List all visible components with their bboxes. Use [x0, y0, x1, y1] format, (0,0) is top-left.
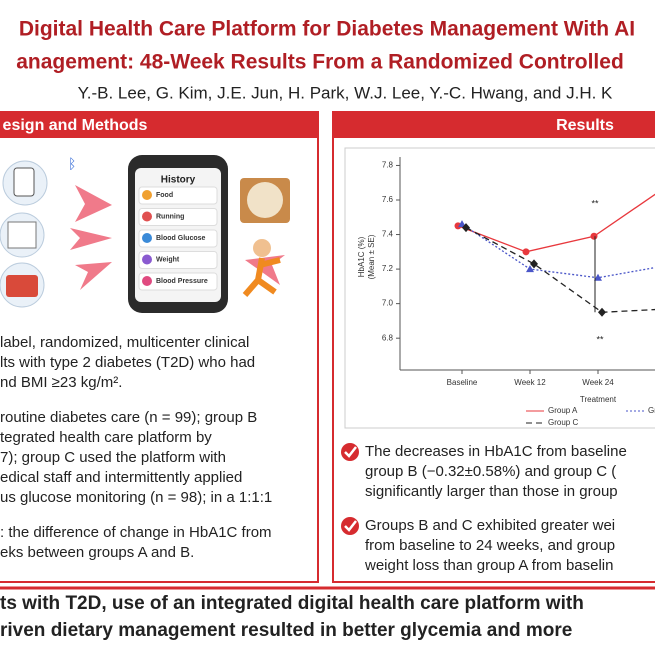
y-tick-label: 6.8 [382, 333, 394, 342]
marker [598, 307, 606, 317]
phone-item-label: Food [156, 192, 173, 199]
phone-item-label: Weight [156, 256, 180, 263]
x-axis-title: Treatment [580, 395, 617, 404]
chart-frame [344, 147, 655, 429]
marker [462, 223, 470, 233]
y-tick-label: 7.2 [382, 264, 394, 273]
check-icon [341, 517, 359, 535]
phone-item [138, 272, 218, 291]
arrow [75, 262, 112, 290]
phone-item [138, 229, 218, 248]
bluetooth-icon: ᛒ [68, 156, 76, 172]
legend-label: Group B [648, 406, 655, 415]
methods-header-bar [0, 112, 318, 138]
phone-item [138, 208, 218, 226]
y-tick-label: 7.0 [382, 299, 394, 308]
phone-item-icon [142, 190, 152, 200]
results-heading: Results [556, 117, 614, 134]
phone-title: History [161, 175, 196, 186]
bp-monitor [6, 275, 38, 297]
x-tick-label: Baseline [447, 378, 478, 387]
annotation: ** [591, 199, 599, 209]
check [344, 446, 357, 458]
phone-item-icon [142, 254, 152, 265]
result-text: weight loss than group A from baselin [364, 557, 613, 574]
result-text: Groups B and C exhibited greater wei [365, 517, 615, 534]
y-tick-label: 7.8 [382, 161, 394, 170]
methods-text: : the difference of change in HbA1C from [0, 524, 272, 541]
marker [526, 265, 534, 273]
annotation: ** [596, 335, 604, 345]
y-tick-label: 7.4 [382, 230, 394, 239]
methods-text: nd BMI ≥23 kg/m². [0, 374, 122, 391]
phone-item-icon [142, 233, 152, 243]
phone-item-icon [142, 211, 152, 222]
marker [522, 248, 530, 256]
results-header-bar [333, 112, 655, 138]
result-text: from baseline to 24 weeks, and group [365, 537, 615, 554]
conclusion-text: riven dietary management resulted in bet… [0, 620, 572, 641]
result-text: significantly larger than those in group [365, 483, 618, 500]
food-plate [247, 182, 283, 218]
series-line [465, 227, 655, 313]
x-tick-label: Week 12 [514, 378, 546, 387]
methods-text: label, randomized, multicenter clinical [0, 334, 249, 351]
result-text: group B (−0.32±0.58%) and group C ( [365, 463, 616, 480]
y-axis-title: HbA1C (%) [357, 236, 366, 277]
phone-item-label: Running [156, 213, 184, 220]
arrow [70, 228, 112, 250]
check-icon [341, 443, 359, 461]
check [344, 520, 357, 532]
title-line: anagement: 48-Week Results From a Random… [16, 51, 624, 74]
methods-text: us glucose monitoring (n = 98); in a 1:1… [0, 489, 272, 506]
title-line: Digital Health Care Platform for Diabete… [19, 18, 635, 41]
arrow [75, 185, 112, 222]
legend-label: Group C [548, 418, 578, 427]
phone-item-label: Blood Pressure [156, 278, 208, 285]
result-text: The decreases in HbA1C from baseline [365, 443, 627, 460]
conclusion-text: ts with T2D, use of an integrated digita… [0, 593, 584, 614]
methods-text: tegrated health care platform by [0, 429, 212, 446]
authors: Y.-B. Lee, G. Kim, J.E. Jun, H. Park, W.… [78, 83, 613, 102]
series-line [457, 193, 655, 253]
methods-heading: esign and Methods [3, 117, 148, 134]
phone-item-icon [142, 276, 152, 286]
y-tick-label: 7.6 [382, 195, 394, 204]
marker [530, 259, 538, 269]
x-tick-label: Week 24 [582, 378, 614, 387]
scale [7, 221, 37, 249]
methods-text: edical staff and intermittently applied [0, 469, 242, 486]
glucometer [13, 167, 35, 197]
runner [242, 257, 281, 297]
phone-item-label: Blood Glucose [156, 235, 206, 242]
runner-head [253, 239, 271, 257]
phone-item [138, 251, 218, 269]
methods-text: 7); group C used the platform with [0, 449, 226, 466]
methods-text: eks between groups A and B. [0, 544, 194, 561]
phone-item [138, 186, 218, 205]
methods-text: lts with type 2 diabetes (T2D) who had [0, 354, 255, 371]
methods-text: routine diabetes care (n = 99); group B [0, 409, 257, 426]
y-axis-title: (Mean ± SE) [367, 234, 376, 279]
legend-label: Group A [548, 406, 578, 415]
marker [594, 273, 602, 281]
series-line [461, 223, 655, 279]
marker [590, 232, 598, 240]
